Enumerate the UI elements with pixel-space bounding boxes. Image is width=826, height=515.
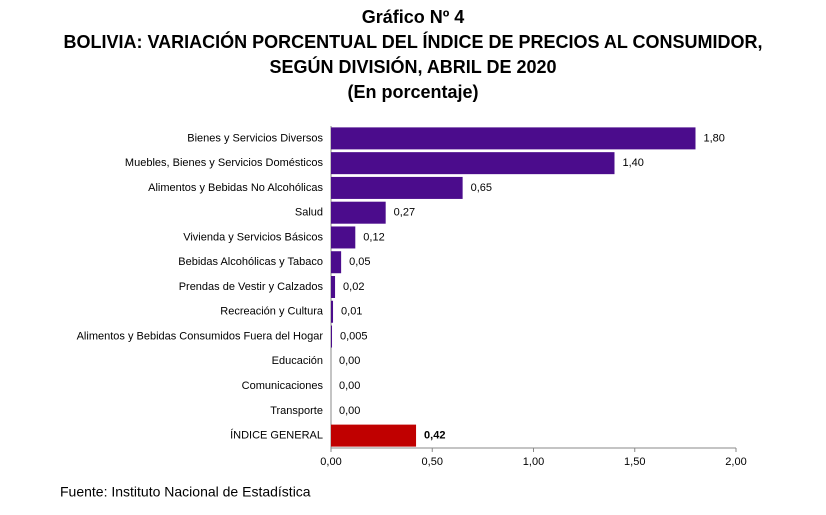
value-label: 0,02	[343, 281, 364, 293]
y-tick-label: Alimentos y Bebidas Consumidos Fuera del…	[77, 330, 324, 342]
chart-subtitle: BOLIVIA: VARIACIÓN PORCENTUAL DEL ÍNDICE…	[63, 31, 762, 52]
value-label: 1,40	[623, 157, 644, 169]
bar	[331, 276, 336, 298]
value-label: 0,05	[349, 256, 370, 268]
y-tick-label: Recreación y Cultura	[220, 306, 324, 318]
y-tick-label: Bebidas Alcohólicas y Tabaco	[178, 256, 323, 268]
y-tick-label: Alimentos y Bebidas No Alcohólicas	[148, 182, 323, 194]
value-label: 0,12	[363, 231, 384, 243]
x-tick-label: 1,50	[624, 456, 645, 468]
bar	[331, 424, 417, 447]
value-label: 0,27	[394, 207, 415, 219]
y-tick-label: Bienes y Servicios Diversos	[187, 132, 323, 144]
chart-subtitle: SEGÚN DIVISIÓN, ABRIL DE 2020	[269, 56, 556, 77]
x-tick-label: 0,50	[422, 456, 443, 468]
value-label: 0,00	[339, 380, 360, 392]
bar	[331, 176, 463, 199]
value-label: 0,65	[471, 182, 492, 194]
value-label: 0,00	[339, 405, 360, 417]
value-label: 0,42	[424, 430, 445, 442]
y-tick-label: Muebles, Bienes y Servicios Domésticos	[125, 157, 324, 169]
x-tick-label: 2,00	[725, 456, 746, 468]
bar	[331, 127, 696, 150]
x-tick-label: 1,00	[523, 456, 544, 468]
y-tick-label: Prendas de Vestir y Calzados	[179, 281, 324, 293]
bar	[331, 201, 386, 224]
source: Fuente: Instituto Nacional de Estadístic…	[60, 484, 311, 500]
value-label: 0,01	[341, 306, 362, 318]
y-tick-label: Comunicaciones	[242, 380, 324, 392]
chart-subtitle: (En porcentaje)	[347, 82, 478, 102]
x-tick-label: 0,00	[320, 456, 341, 468]
bar	[331, 152, 615, 175]
y-tick-label: ÍNDICE GENERAL	[230, 429, 323, 442]
chart-title: Gráfico Nº 4	[362, 7, 465, 27]
value-label: 1,80	[704, 132, 725, 144]
y-tick-label: Vivienda y Servicios Básicos	[183, 231, 323, 243]
y-tick-label: Salud	[295, 207, 323, 219]
bar	[331, 226, 356, 249]
bar	[331, 251, 342, 274]
bar	[331, 325, 333, 348]
value-label: 0,00	[339, 355, 360, 367]
y-tick-label: Transporte	[270, 405, 323, 417]
y-tick-label: Educación	[272, 355, 323, 367]
bar	[331, 300, 334, 323]
value-label: 0,005	[340, 330, 368, 342]
